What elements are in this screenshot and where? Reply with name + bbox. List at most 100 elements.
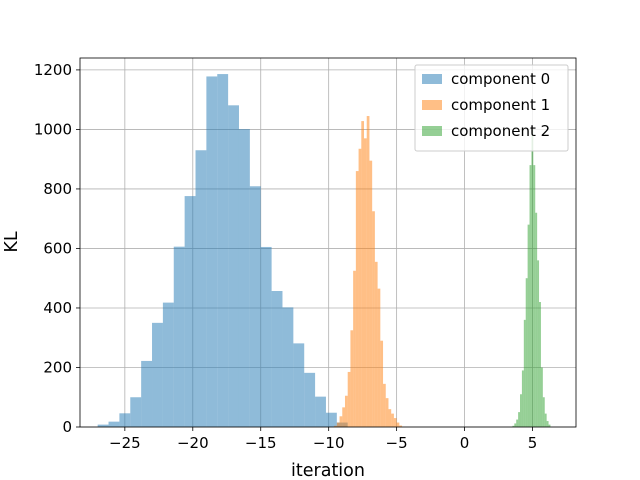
histogram-bar bbox=[372, 211, 375, 427]
histogram-bar bbox=[339, 416, 343, 427]
series-2 bbox=[512, 129, 551, 427]
histogram-bar bbox=[206, 76, 218, 427]
histogram-bar bbox=[173, 246, 185, 427]
y-tick-label: 600 bbox=[43, 239, 72, 257]
histogram-bar bbox=[119, 413, 131, 427]
plot-frame bbox=[79, 57, 577, 428]
y-tick-label: 200 bbox=[43, 358, 72, 376]
histogram-bar bbox=[238, 129, 250, 428]
series-1 bbox=[334, 116, 403, 428]
histogram-bar bbox=[512, 425, 515, 427]
histogram-bar bbox=[531, 129, 534, 427]
legend-label: component 1 bbox=[451, 96, 550, 114]
histogram-bar bbox=[358, 148, 362, 428]
histogram-bar bbox=[195, 150, 207, 427]
x-axis-ticks: −25 −20 −15 −10 −5 0 5 bbox=[109, 427, 537, 452]
y-tick-label: 1000 bbox=[34, 120, 72, 138]
histogram-bar bbox=[533, 165, 536, 427]
histogram-bar bbox=[336, 422, 340, 427]
histogram-bar bbox=[162, 302, 174, 427]
histogram-bar bbox=[523, 319, 526, 427]
histogram-bar bbox=[350, 330, 354, 427]
y-tick-label: 400 bbox=[43, 299, 72, 317]
histogram-bar bbox=[396, 422, 400, 427]
y-axis-ticks: 0 200 400 600 800 1000 1200 bbox=[34, 61, 80, 436]
histogram-bar bbox=[535, 212, 538, 427]
histogram-bar bbox=[217, 74, 229, 428]
histogram-bar bbox=[385, 398, 389, 427]
histogram-bar bbox=[325, 412, 337, 427]
legend-swatch bbox=[422, 100, 442, 110]
histogram-bar bbox=[315, 396, 326, 427]
histogram-bar bbox=[516, 419, 519, 427]
y-tick-label: 800 bbox=[43, 180, 72, 198]
legend: component 0 component 1 component 2 bbox=[414, 64, 569, 152]
histogram-bar bbox=[542, 397, 545, 427]
histogram-bar bbox=[525, 278, 528, 427]
histogram-bar bbox=[388, 409, 392, 427]
histogram-bar bbox=[399, 425, 403, 427]
histogram-bar bbox=[152, 322, 163, 427]
histogram-bar bbox=[544, 413, 547, 427]
legend-label: component 2 bbox=[451, 122, 550, 140]
legend-label: component 0 bbox=[451, 70, 550, 88]
histogram-bar bbox=[514, 423, 517, 427]
histogram-bar bbox=[374, 261, 378, 427]
histogram-bar bbox=[529, 165, 532, 427]
histogram-bar bbox=[366, 116, 370, 427]
histogram-bar bbox=[548, 424, 551, 427]
histogram-bar bbox=[361, 121, 365, 427]
histogram-bar bbox=[334, 425, 337, 427]
histogram-bar bbox=[520, 394, 522, 427]
legend-box bbox=[414, 64, 569, 152]
histogram-bar bbox=[521, 370, 524, 427]
histogram-bar bbox=[518, 412, 521, 427]
histogram-bar bbox=[364, 138, 367, 427]
histogram-bar bbox=[537, 260, 540, 427]
histogram-bar bbox=[228, 105, 239, 428]
x-tick-label: 5 bbox=[528, 434, 538, 452]
histogram-bar bbox=[347, 371, 351, 427]
y-axis-label: KL bbox=[2, 231, 22, 252]
histogram-bar bbox=[391, 413, 394, 427]
histogram-bar bbox=[355, 171, 359, 427]
series-0 bbox=[97, 74, 348, 428]
histogram-bar bbox=[249, 186, 261, 427]
histogram-bar bbox=[97, 424, 109, 427]
histogram-bar bbox=[393, 418, 397, 427]
legend-swatch bbox=[422, 74, 442, 84]
y-tick-label: 0 bbox=[62, 418, 72, 436]
histogram-bar bbox=[282, 307, 294, 427]
x-tick-label: −20 bbox=[177, 434, 209, 452]
histogram-bar bbox=[342, 407, 345, 427]
histogram-bar bbox=[380, 340, 384, 427]
histogram-bar bbox=[540, 367, 543, 427]
x-tick-label: −5 bbox=[386, 434, 408, 452]
histogram-bar bbox=[108, 421, 120, 427]
histogram-bar bbox=[184, 196, 196, 427]
histogram-bar bbox=[141, 360, 153, 427]
legend-swatch bbox=[422, 126, 442, 136]
histogram-bar bbox=[546, 421, 549, 427]
x-axis-label: iteration bbox=[291, 461, 365, 480]
histogram-bars bbox=[97, 74, 551, 428]
histogram-bar bbox=[304, 372, 316, 427]
histogram-bar bbox=[130, 397, 142, 427]
x-tick-label: −10 bbox=[313, 434, 345, 452]
histogram-bar bbox=[377, 288, 381, 427]
histogram-bar bbox=[383, 383, 386, 427]
histogram-bar bbox=[344, 395, 348, 427]
histogram-bar bbox=[539, 302, 541, 427]
histogram-bar bbox=[527, 224, 530, 427]
y-tick-label: 1200 bbox=[34, 61, 72, 79]
x-tick-label: −15 bbox=[245, 434, 277, 452]
histogram-bar bbox=[353, 270, 356, 427]
x-tick-label: 0 bbox=[460, 434, 470, 452]
axes bbox=[79, 57, 577, 428]
histogram-bar bbox=[293, 343, 305, 427]
x-tick-label: −25 bbox=[109, 434, 141, 452]
histogram-bar bbox=[369, 160, 373, 427]
histogram-bar bbox=[260, 246, 272, 427]
histogram-bar bbox=[271, 291, 283, 427]
